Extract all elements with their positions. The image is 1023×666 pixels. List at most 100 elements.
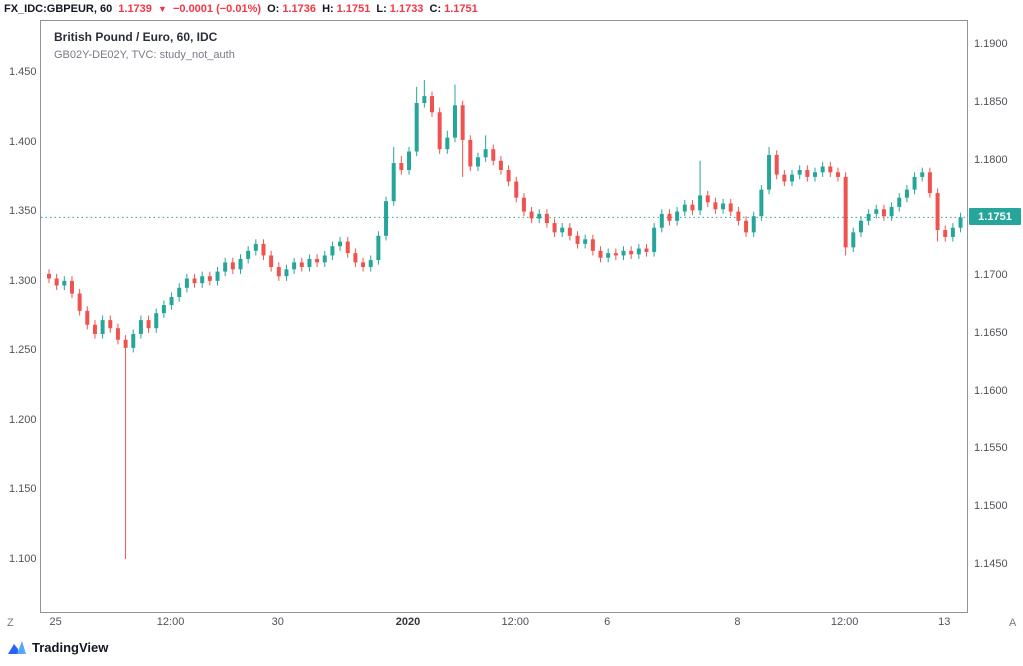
candle [47, 269, 51, 284]
candle [943, 225, 948, 242]
candle [161, 300, 166, 318]
candle [77, 288, 82, 316]
candle [935, 188, 940, 242]
candle [69, 276, 74, 299]
candle [223, 257, 228, 277]
candle [338, 236, 343, 251]
high-label: H: [322, 3, 334, 15]
candle [475, 152, 480, 172]
right-axis-tick: 1.1600 [974, 384, 1008, 397]
candle [123, 335, 128, 560]
candle [521, 193, 526, 217]
candle [560, 223, 565, 237]
candle [652, 223, 657, 257]
candle [958, 212, 963, 233]
candle [682, 200, 687, 217]
candle [835, 167, 840, 182]
candle [675, 206, 680, 226]
candle [575, 231, 580, 249]
time-axis-tick: 2020 [395, 616, 421, 628]
right-axis-tick: 1.1450 [974, 557, 1008, 570]
candle [606, 248, 611, 263]
candle [866, 209, 871, 226]
legend-study-title[interactable]: GB02Y-DE02Y, TVC: study_not_auth [54, 49, 235, 61]
candle [874, 204, 879, 219]
candle [881, 204, 886, 221]
candle [207, 271, 212, 286]
right-axis-tick: 1.1700 [974, 269, 1008, 282]
candle [736, 206, 741, 226]
candle [230, 257, 235, 274]
candle [184, 273, 189, 293]
candle [100, 315, 105, 339]
left-axis-tick: 1.450 [9, 65, 37, 78]
candle [705, 190, 710, 207]
right-axis-tick: 1.1800 [974, 153, 1008, 166]
candle [246, 246, 251, 264]
candlestick-plot[interactable] [41, 21, 967, 610]
candle [422, 79, 427, 108]
chart-legend[interactable]: British Pound / Euro, 60, IDC GB02Y-DE02… [54, 30, 235, 63]
candle [537, 209, 542, 224]
candle [950, 223, 955, 242]
low-label: L: [376, 3, 387, 15]
tradingview-brand-text: TradingView [32, 640, 109, 655]
candle [920, 167, 925, 182]
candle [54, 273, 59, 291]
candle [621, 246, 626, 261]
candle [414, 86, 419, 157]
candle [345, 236, 350, 258]
chart-pane[interactable]: British Pound / Euro, 60, IDC GB02Y-DE02… [40, 20, 968, 613]
candle [452, 84, 457, 143]
candle [430, 91, 434, 117]
right-axis-tick: 1.1650 [974, 326, 1008, 339]
candle [491, 144, 496, 166]
candle [115, 323, 120, 345]
candle [361, 257, 366, 272]
symbol-name[interactable]: FX_IDC:GBPEUR, 60 [4, 3, 113, 15]
candle [307, 254, 312, 272]
timezone-button[interactable]: Z [7, 617, 14, 629]
time-axis-tick: 25 [49, 616, 62, 628]
candle [721, 198, 726, 214]
candle [399, 156, 404, 175]
candle [445, 130, 450, 154]
candle [598, 246, 603, 263]
left-axis-tick: 1.300 [9, 274, 37, 287]
candle [177, 283, 182, 302]
candle [759, 184, 764, 221]
candle [460, 100, 465, 177]
right-axis-tick: 1.1850 [974, 95, 1008, 108]
candle [544, 209, 549, 228]
tradingview-logo-link[interactable]: TradingView [8, 640, 108, 655]
candle [284, 264, 289, 281]
candle [690, 200, 695, 216]
symbol-header[interactable]: FX_IDC:GBPEUR, 60 1.1739 ▼ −0.0001 (−0.0… [4, 3, 481, 15]
candle [851, 227, 856, 252]
time-axis-tick: 30 [271, 616, 284, 628]
candle [391, 146, 396, 206]
candle [276, 262, 281, 281]
right-axis-tick: 1.1900 [974, 38, 1008, 51]
left-axis-tick: 1.400 [9, 135, 37, 148]
open-value: 1.1736 [282, 3, 316, 15]
legend-symbol-title[interactable]: British Pound / Euro, 60, IDC [54, 30, 218, 44]
right-axis-tick: 1.1550 [974, 442, 1008, 455]
candle [384, 196, 389, 241]
candle [782, 169, 787, 187]
candle [498, 156, 503, 175]
left-axis-tick: 1.350 [9, 205, 37, 218]
auto-scale-button[interactable]: A [1009, 617, 1017, 629]
candle [613, 248, 618, 261]
candle [774, 150, 779, 180]
candle [407, 146, 412, 175]
candle [215, 266, 220, 286]
candle [667, 209, 672, 226]
candle [927, 167, 932, 198]
time-axis-tick: 13 [938, 616, 951, 628]
candle [583, 234, 588, 249]
current-price-badge: 1.1751 [969, 208, 1021, 226]
time-axis-tick: 6 [604, 616, 611, 628]
candle [713, 197, 718, 214]
